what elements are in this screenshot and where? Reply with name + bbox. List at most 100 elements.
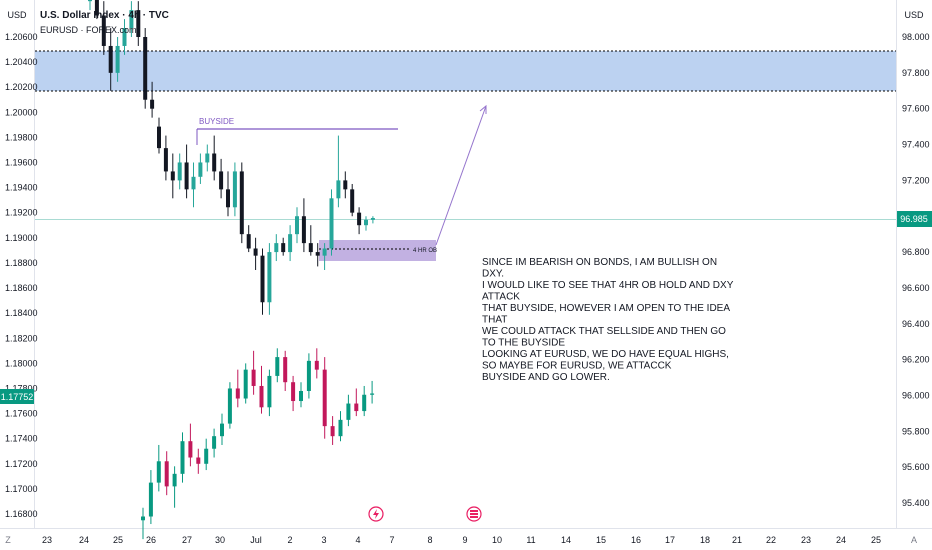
chart-title[interactable]: U.S. Dollar Index · 4h · TVC [40, 10, 169, 21]
idea-annotation[interactable]: SINCE IM BEARISH ON BONDS, I AM BULLISH … [482, 257, 734, 383]
eurusd-candles [141, 348, 375, 540]
candle-body [281, 243, 286, 253]
time-tick-label: 17 [665, 535, 675, 545]
candle-body [357, 212, 362, 226]
dxy-last-price-badge [897, 211, 932, 227]
candle-body [122, 28, 127, 46]
candle-body [164, 461, 169, 487]
time-axis[interactable]: 23 24 25 26 27 30 Jul 2 3 4 7 8 9 10 11 14 15 16 17 18 21 22 2… [42, 535, 881, 545]
time-tick-label: 8 [427, 535, 432, 545]
left-tick-label: 1.18400 [5, 308, 38, 318]
candle-body [212, 153, 217, 172]
supply-zone[interactable] [35, 51, 896, 91]
candle-body [253, 248, 258, 256]
eurusd-last-price: 1.17752 [1, 392, 34, 402]
candle-body [288, 234, 293, 253]
left-tick-label: 1.17200 [5, 459, 38, 469]
annotation-line: SO MAYBE FOR EURUSD, WE ATTACCK [482, 361, 672, 372]
auto-scale-button[interactable]: A [911, 535, 917, 545]
candle-body [322, 248, 327, 256]
candle-body [141, 516, 145, 521]
candle-body [180, 441, 185, 474]
lightning-icon[interactable] [368, 506, 384, 522]
right-tick-label: 95.400 [902, 498, 930, 508]
left-price-axis[interactable]: 1.16800 1.17000 1.17200 1.17400 1.17600 1.178… [5, 32, 38, 519]
left-currency-label[interactable]: USD [7, 10, 27, 20]
time-tick-label: 25 [871, 535, 881, 545]
candle-body [291, 382, 296, 402]
time-tick-label: 14 [561, 535, 571, 545]
dxy-last-price: 96.985 [900, 214, 928, 224]
left-tick-label: 1.18200 [5, 333, 38, 343]
annotation-line: SINCE IM BEARISH ON BONDS, I AM BULLISH … [482, 257, 717, 268]
time-tick-label: 16 [631, 535, 641, 545]
candle-body [343, 180, 348, 190]
right-tick-label: 96.400 [902, 319, 930, 329]
time-tick-label: 24 [836, 535, 846, 545]
left-tick-label: 1.17000 [5, 484, 38, 494]
right-tick-label: 96.200 [902, 355, 930, 365]
candle-body [295, 216, 299, 235]
candle-body [260, 255, 265, 303]
right-tick-label: 97.600 [902, 104, 930, 114]
right-tick-label: 96.800 [902, 247, 930, 257]
chart-subtitle[interactable]: EURUSD · FOREX.com [40, 25, 137, 35]
time-tick-label: 23 [801, 535, 811, 545]
order-block-zone[interactable] [319, 240, 436, 261]
right-tick-label: 95.800 [902, 426, 930, 436]
candle-body [188, 441, 193, 458]
right-tick-label: 97.200 [902, 175, 930, 185]
right-price-axis[interactable]: 95.400 95.600 95.800 96.000 96.200 96.400 96.6… [902, 32, 930, 508]
candle-body [198, 162, 203, 177]
time-tick-label: 2 [287, 535, 292, 545]
candle-body [362, 394, 367, 412]
candle-body [274, 243, 279, 253]
candle-body [212, 436, 217, 449]
candle-body [246, 234, 251, 249]
candle-body [172, 473, 177, 487]
order-block-label: 4 HR OB [413, 248, 437, 254]
candle-body [329, 198, 334, 249]
left-tick-label: 1.20200 [5, 82, 38, 92]
right-tick-label: 96.600 [902, 283, 930, 293]
zoom-axis-button[interactable]: Z [5, 535, 11, 545]
annotation-line: THAT BUYSIDE, HOWEVER I AM OPEN TO THE I… [482, 303, 730, 314]
candle-body [338, 419, 343, 437]
time-tick-label: 25 [113, 535, 123, 545]
left-tick-label: 1.19600 [5, 158, 38, 168]
candle-body [370, 393, 375, 395]
candle-body [156, 461, 161, 483]
candle-body [235, 388, 240, 399]
candle-body [88, 0, 92, 2]
candle-body [163, 148, 168, 172]
candle-body [227, 388, 232, 424]
annotation-line: I WOULD LIKE TO SEE THAT 4HR OB HOLD AND… [482, 280, 734, 291]
candle-body [267, 375, 272, 408]
candle-body [94, 0, 99, 16]
candle-body [364, 219, 368, 226]
candle-body [354, 403, 359, 412]
dxy-candles [88, 0, 375, 315]
candle-body [275, 357, 280, 376]
time-tick-label: 18 [700, 535, 710, 545]
right-tick-label: 98.000 [902, 32, 930, 42]
flag-icon[interactable] [466, 506, 482, 522]
candle-body [136, 10, 141, 37]
time-tick-label: 15 [596, 535, 606, 545]
annotation-line: TO THE BUYSIDE [482, 338, 565, 349]
right-tick-label: 97.800 [902, 68, 930, 78]
right-tick-label: 97.400 [902, 140, 930, 150]
time-tick-label: Jul [250, 535, 262, 545]
candle-body [204, 448, 209, 464]
left-tick-label: 1.17800 [5, 383, 38, 393]
eurusd-last-price-badge [0, 389, 34, 404]
left-tick-label: 1.18600 [5, 283, 38, 293]
projection-arrow[interactable] [435, 105, 487, 246]
candle-body [346, 403, 351, 420]
candle-body [170, 171, 175, 181]
candle-body [314, 360, 319, 370]
right-currency-label[interactable]: USD [904, 10, 924, 20]
candle-body [306, 360, 311, 391]
